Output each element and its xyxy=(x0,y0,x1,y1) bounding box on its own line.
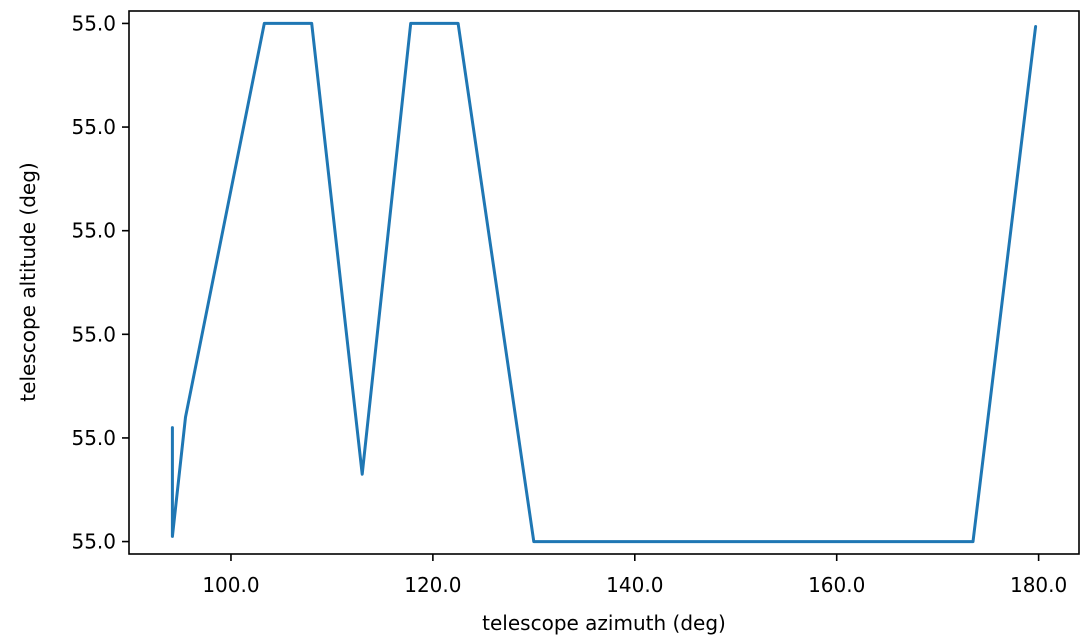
x-tick-label: 100.0 xyxy=(202,573,259,597)
y-tick-label: 55.0 xyxy=(71,115,116,139)
plot-area xyxy=(170,21,1038,544)
y-tick-label: 55.0 xyxy=(71,426,116,450)
x-tick-label: 160.0 xyxy=(808,573,865,597)
y-tick-label: 55.0 xyxy=(71,530,116,554)
y-tick-label: 55.0 xyxy=(71,11,116,35)
axes: 100.0 120.0 140.0 160.0 180.0 55.0 55.0 55.0 55.… xyxy=(71,11,1067,597)
y-axis-label: telescope altitude (deg) xyxy=(16,162,40,401)
x-tick-label: 140.0 xyxy=(606,573,663,597)
y-tick-label: 55.0 xyxy=(71,322,116,346)
x-axis-label: telescope azimuth (deg) xyxy=(482,611,726,635)
x-tick-label: 180.0 xyxy=(1010,573,1067,597)
series-line xyxy=(170,21,1038,544)
x-tick-label: 120.0 xyxy=(404,573,461,597)
axes-frame xyxy=(128,10,1080,555)
y-tick-label: 55.0 xyxy=(71,219,116,243)
